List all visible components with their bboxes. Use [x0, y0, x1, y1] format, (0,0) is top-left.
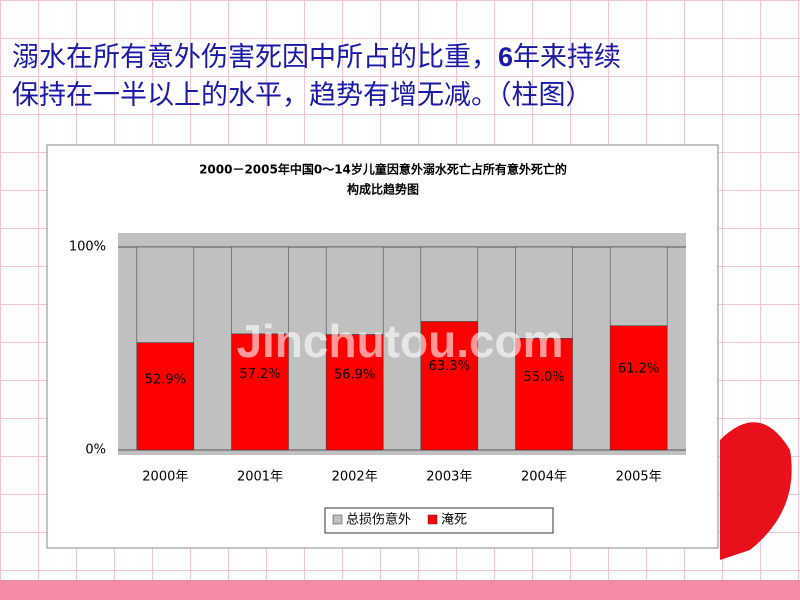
bar-segment	[231, 246, 289, 335]
bar-segment	[420, 246, 479, 322]
legend-label: 淹死	[441, 513, 467, 528]
value-label: 61.2%	[618, 362, 659, 377]
bar-segment	[515, 338, 573, 451]
value-label: 63.3%	[429, 359, 470, 374]
bar-segment	[515, 246, 573, 339]
heading-text: 溺水在所有意外伤害死因中所占的比重，	[12, 42, 498, 73]
bar-segment	[325, 334, 384, 451]
bar-segment	[136, 246, 195, 343]
x-tick-label: 2001年	[237, 470, 283, 485]
y-tick-label: 0%	[85, 443, 106, 458]
value-label: 55.0%	[523, 370, 564, 385]
chart-title: 构成比趋势图	[347, 182, 419, 197]
x-tick-label: 2005年	[616, 470, 662, 485]
y-tick-label: 100%	[69, 240, 106, 255]
bar-segment	[325, 246, 384, 335]
x-tick-label: 2002年	[332, 470, 378, 485]
legend-swatch	[427, 514, 438, 525]
watermark: Jinchutou.com	[236, 315, 563, 367]
heading-text: 保持在一半以上的水平，趋势有增无减。（柱图）	[12, 80, 593, 111]
x-tick-label: 2004年	[521, 470, 567, 485]
bar-segment	[420, 321, 479, 451]
legend-swatch	[332, 514, 343, 525]
slide-heading: 溺水在所有意外伤害死因中所占的比重，6年来持续保持在一半以上的水平，趋势有增无减…	[12, 38, 792, 115]
bottom-bar	[0, 580, 800, 600]
bar-segment	[609, 325, 668, 451]
heading-text: 年来持续	[513, 42, 622, 73]
heading-number: 6	[498, 42, 514, 72]
decoration	[720, 422, 792, 560]
legend-label: 总损伤意外	[346, 512, 411, 528]
legend-box	[324, 507, 554, 534]
value-label: 52.9%	[145, 373, 186, 388]
plot-area	[118, 233, 686, 455]
x-tick-label: 2000年	[142, 470, 188, 485]
bar-segment	[609, 246, 668, 327]
value-label: 56.9%	[334, 367, 375, 382]
bar-segment	[136, 342, 195, 451]
x-tick-label: 2003年	[426, 470, 472, 485]
value-label: 57.2%	[239, 367, 280, 382]
bar-segment	[231, 333, 289, 451]
chart-title: 2000－2005年中国0～14岁儿童因意外溺水死亡占所有意外死亡的	[199, 162, 567, 177]
